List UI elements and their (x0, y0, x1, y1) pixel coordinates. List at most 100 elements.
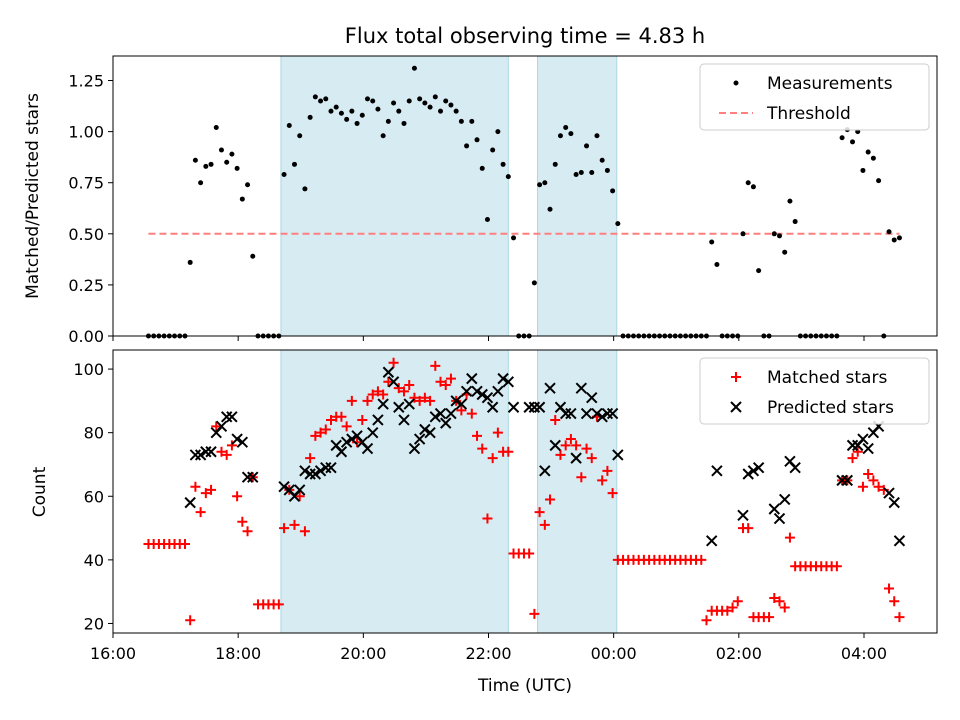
measurement-point (438, 108, 444, 114)
measurement-point (224, 159, 230, 165)
measurement-point (839, 135, 845, 141)
x-tick-label-1: 16:00 (90, 644, 136, 663)
measurement-point (307, 114, 313, 120)
measurement-point (484, 217, 490, 223)
x-tick-label-7: 04:00 (841, 644, 887, 663)
predicted-star-point (340, 436, 353, 448)
measurement-point (338, 110, 344, 116)
matched-star-point (226, 440, 237, 451)
measurement-point (756, 268, 762, 274)
predicted-star-point (476, 388, 488, 401)
matched-star-point (325, 414, 336, 425)
predicted-star-point (752, 461, 765, 474)
predicted-star-point (189, 449, 202, 461)
y-tick-label-1: 20 (84, 614, 104, 633)
measurement-point (323, 96, 329, 102)
y-tick-label-6: 1.25 (68, 72, 104, 91)
predicted-star-point (586, 391, 598, 404)
predicted-star-point (528, 401, 541, 413)
matched-star-point (560, 440, 571, 451)
matched-star-point (310, 430, 321, 441)
measurement-point (782, 249, 788, 255)
matched-star-point (466, 408, 477, 419)
predicted-star-point (325, 461, 337, 474)
measurement-point (208, 161, 214, 167)
bottom-y-axis-label: Count (30, 466, 50, 517)
measurement-point (870, 155, 876, 161)
predicted-star-point (413, 433, 426, 445)
predicted-star-point (575, 382, 588, 394)
matched-star-point (503, 446, 514, 457)
matched-star-point (190, 481, 201, 492)
matched-star-point (221, 449, 232, 460)
predicted-star-point (606, 407, 619, 420)
measurement-point (745, 180, 751, 186)
matched-star-point (784, 532, 795, 543)
predicted-star-point (393, 401, 405, 413)
matched-star-point (409, 392, 420, 403)
measurement-point (302, 186, 308, 192)
predicted-star-point (309, 468, 322, 480)
predicted-star-point (768, 503, 780, 515)
measurement-point (511, 235, 517, 241)
measurement-point (505, 174, 511, 180)
matched-star-point (404, 379, 415, 390)
predicted-star-point (424, 426, 436, 439)
predicted-star-point (241, 471, 254, 483)
matched-star-point (393, 383, 404, 394)
predicted-star-point (523, 401, 535, 413)
measurement-point (490, 147, 496, 153)
bottom-shading-layer (280, 349, 618, 634)
predicted-star-point (705, 535, 718, 547)
predicted-star-point (789, 461, 801, 474)
predicted-star-point (184, 496, 196, 509)
measurement-point (281, 172, 287, 178)
matched-star-point (524, 548, 535, 559)
predicted-star-point (403, 398, 415, 410)
measurement-point (192, 157, 198, 163)
measurement-point (229, 151, 235, 157)
matched-star-point (372, 386, 383, 397)
matched-star-point (440, 379, 451, 390)
measurement-point (422, 100, 428, 106)
matched-star-point (315, 427, 326, 438)
predicted-star-point (205, 446, 217, 458)
predicted-star-point (601, 407, 614, 420)
matched-star-point (482, 513, 493, 524)
measurement-point (568, 131, 574, 137)
matched-star-point (894, 612, 905, 623)
matched-star-point (242, 526, 253, 537)
measurement-point (213, 125, 219, 131)
x-tick-label-3: 20:00 (340, 644, 386, 663)
predicted-star-point (497, 372, 509, 385)
matched-star-point (232, 491, 243, 502)
matched-star-point (378, 389, 389, 400)
top-plot-frame (112, 55, 938, 337)
matched-star-point (367, 389, 378, 400)
matched-star-point (727, 602, 738, 613)
measurement-point (714, 261, 720, 267)
predicted-star-point (883, 487, 895, 499)
legend-label-2: Threshold (766, 104, 851, 124)
measurement-point (865, 149, 871, 155)
predicted-star-point (408, 442, 421, 455)
predicted-star-point (361, 442, 374, 455)
bottom-x-axis: 16:00 18:00 20:00 22:00 00:00 02:00 04:00 (90, 633, 887, 663)
measurement-point (396, 108, 402, 114)
matched-star-point (195, 507, 206, 518)
measurement-point (876, 178, 882, 184)
matched-star-point (346, 395, 357, 406)
predicted-star-point (570, 452, 582, 464)
predicted-star-point (893, 535, 906, 547)
matched-star-point (565, 434, 576, 445)
measurement-point (286, 122, 292, 128)
predicted-star-point (846, 439, 859, 452)
measurement-point (563, 125, 569, 131)
predicted-star-point (445, 407, 457, 420)
predicted-star-point (533, 401, 546, 413)
y-tick-label-5: 1.00 (68, 123, 104, 142)
matched-star-point (472, 430, 483, 441)
predicted-star-point (419, 423, 431, 436)
measurement-point (359, 112, 365, 118)
